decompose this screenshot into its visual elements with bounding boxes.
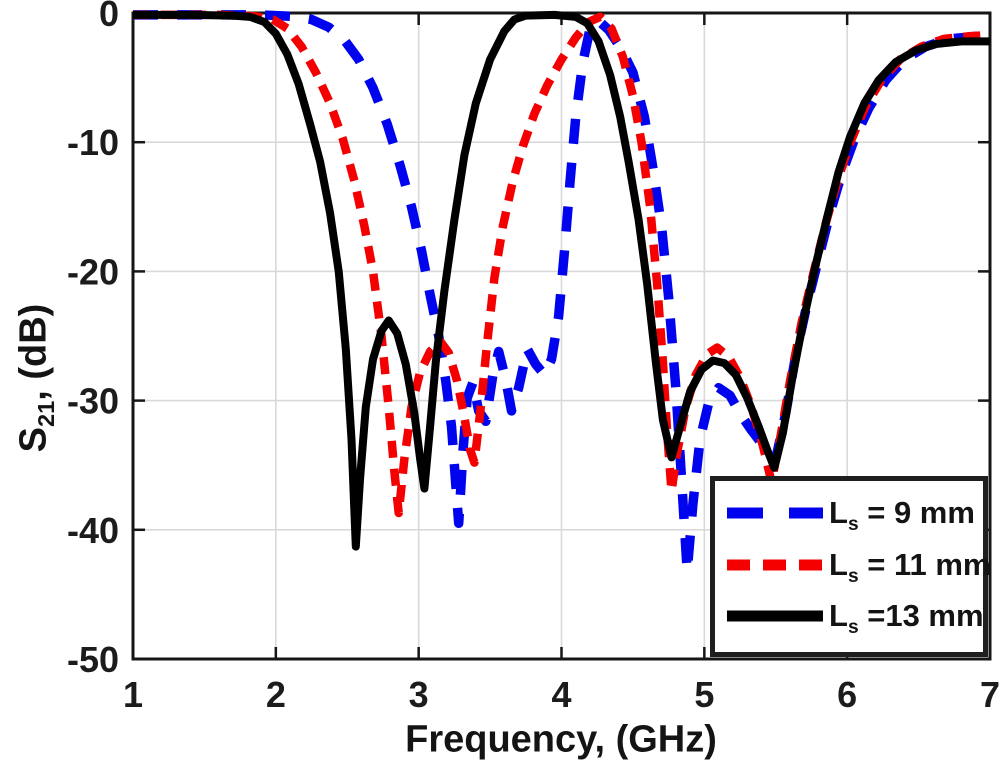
series-curve-13mm [133,10,990,551]
y-tick-label: 0 [99,0,119,34]
x-tick-label: 3 [409,674,429,715]
y-tick-label: -50 [67,639,119,680]
legend-label-base: L [829,546,848,582]
legend-label-rest: = 11 mm [858,546,991,582]
x-tick-label: 4 [551,674,571,715]
y-axis-title-subscript: 21 [33,400,60,427]
legend-label: Ls =13 mm [829,598,984,637]
legend-label-base: L [829,494,848,530]
legend-label: Ls = 11 mm [829,546,991,586]
legend-label-subscript: s [847,565,859,587]
legend-label-rest: =13 mm [858,598,984,634]
y-axis-title-base: S [12,426,55,453]
x-tick-label: 1 [123,674,143,715]
legend-label-subscript: s [847,617,859,639]
x-tick-label: 6 [837,674,857,715]
y-tick-label: -40 [67,510,119,551]
legend: Ls = 9 mm Ls = 11 mm Ls =13 mm [710,476,990,657]
y-tick-label: -30 [67,381,119,422]
y-tick-label: -20 [67,251,119,292]
tick-label-layer: 1 2 3 4 5 6 7 0 -10 -20 -30 -40 -50 [67,0,1000,715]
legend-label-subscript: s [847,514,859,536]
x-tick-label: 5 [694,674,714,715]
legend-line-sample [727,559,823,570]
x-tick-label: 7 [980,674,1000,715]
y-axis-title-rest: , (dB) [12,303,55,401]
x-tick-label: 2 [266,674,286,715]
legend-entry: Ls = 11 mm [727,539,990,591]
legend-label-rest: = 9 mm [858,494,975,530]
legend-label: Ls = 9 mm [829,494,975,534]
legend-line-sample [727,610,823,622]
y-axis-title: S21, (dB) [12,303,60,453]
x-axis-title: Frequency, (GHz) [405,719,717,762]
legend-line-sample [727,507,823,519]
legend-entry: Ls = 9 mm [727,487,979,539]
series-layer [133,10,991,576]
legend-entry: Ls =13 mm [727,590,984,642]
x-axis-title-text: Frequency, (GHz) [405,718,717,761]
y-tick-label: -10 [67,122,119,163]
series-curve-11mm [133,10,991,518]
legend-label-base: L [829,598,848,634]
series-curve-9mm [133,10,990,576]
